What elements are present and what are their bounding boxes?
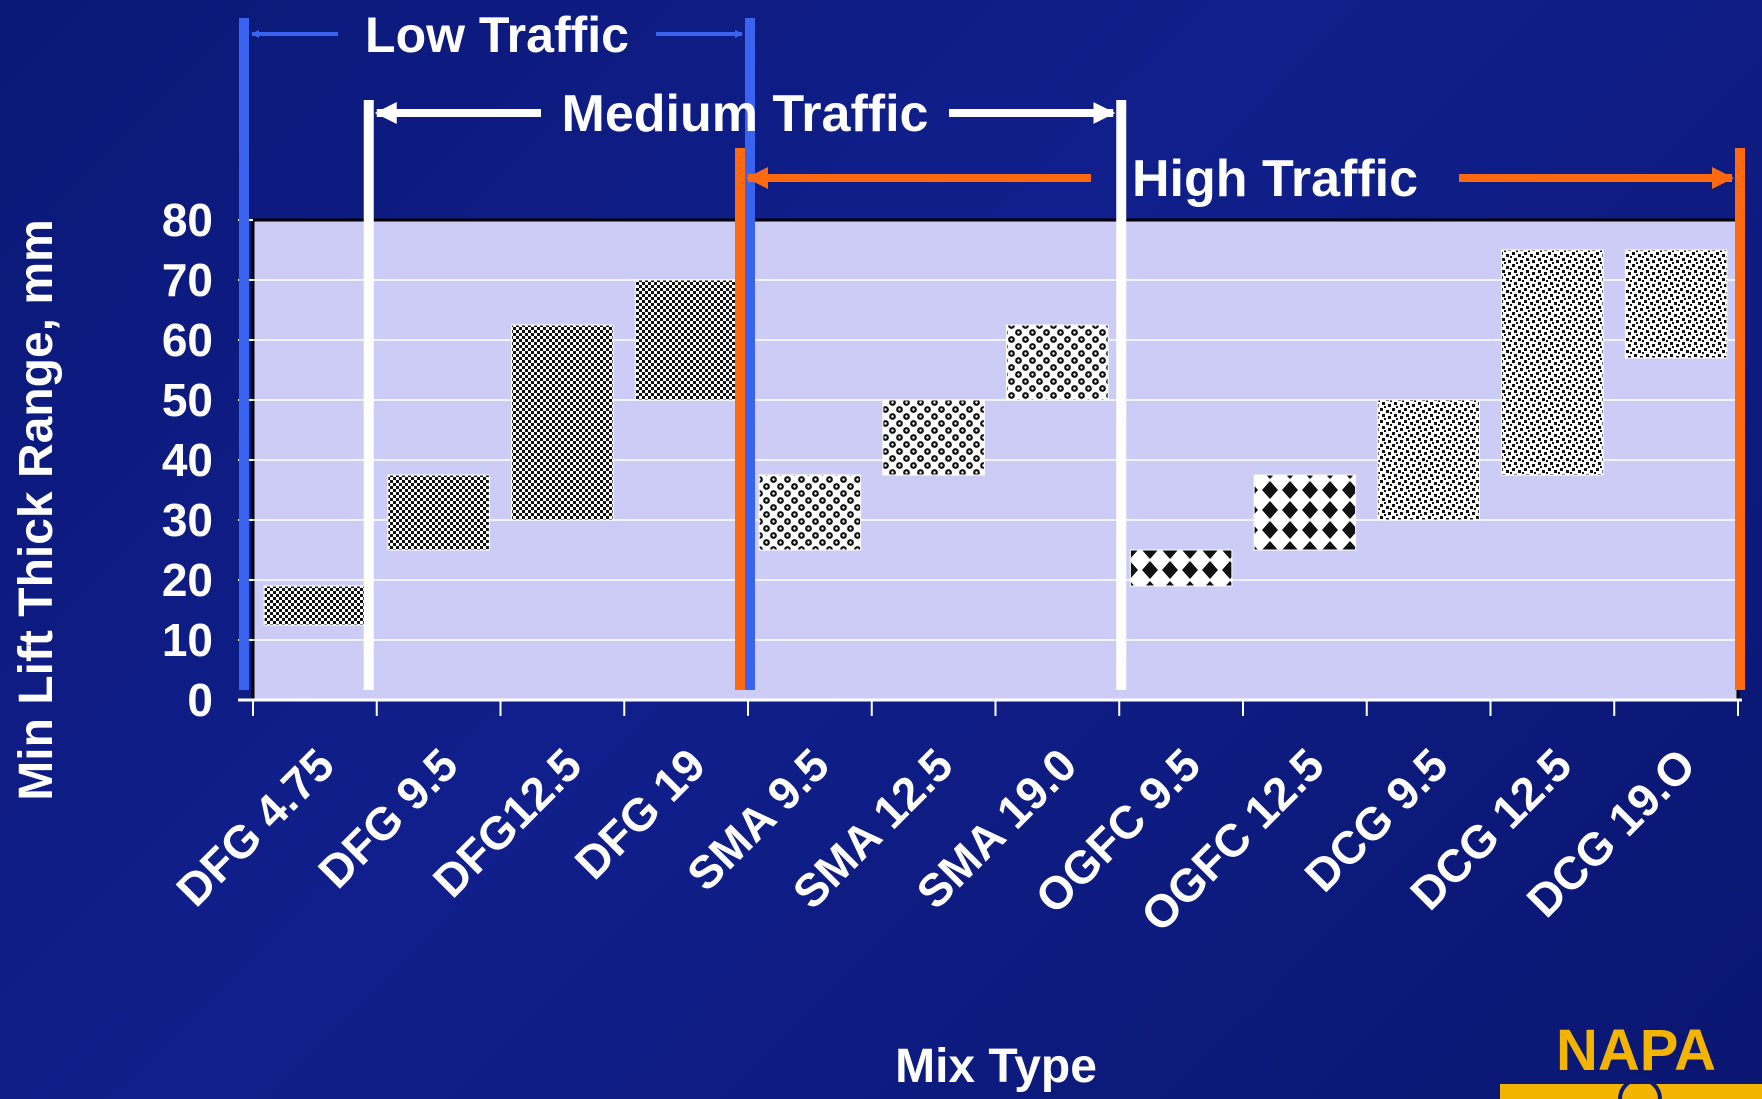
range-bar <box>1253 474 1357 551</box>
traffic-band-edge <box>239 18 249 690</box>
napa-logo: NAPA <box>1500 1018 1762 1099</box>
range-bar <box>511 324 614 521</box>
y-tick-label: 50 <box>162 374 213 426</box>
traffic-band-edge <box>1116 100 1127 690</box>
y-tick-label: 0 <box>187 674 213 726</box>
traffic-band-label: Medium Traffic <box>562 85 929 143</box>
x-tick-label: DFG 4.75 <box>166 738 344 916</box>
y-tick-label: 20 <box>162 554 213 606</box>
napa-logo-globe <box>1618 1077 1662 1099</box>
range-bar <box>1129 549 1233 587</box>
range-bar <box>263 585 367 626</box>
y-tick-label: 80 <box>162 194 213 246</box>
traffic-band-edge <box>745 18 755 690</box>
range-bar <box>1006 324 1109 401</box>
napa-logo-bar <box>1500 1084 1762 1099</box>
y-tick-label: 60 <box>162 314 213 366</box>
range-bar <box>758 474 862 551</box>
y-tick-label: 70 <box>162 254 213 306</box>
gridlines <box>253 279 1738 641</box>
traffic-band-label: High Traffic <box>1132 150 1418 208</box>
x-axis-title: Mix Type <box>895 1040 1097 1093</box>
napa-logo-text: NAPA <box>1556 1018 1716 1083</box>
range-bar <box>387 474 490 551</box>
y-axis-ticks: 0 10 20 30 40 50 60 70 80 <box>162 194 253 726</box>
traffic-band-edge <box>363 100 374 690</box>
traffic-band-edge <box>735 148 745 690</box>
range-bars <box>263 249 1728 626</box>
traffic-bands: Low Traffic Medium Traffic High Traffic <box>239 7 1745 690</box>
traffic-band-label: Low Traffic <box>365 7 629 63</box>
y-tick-label: 40 <box>162 434 213 486</box>
range-bar <box>882 399 985 476</box>
traffic-band-edge <box>1735 148 1745 690</box>
range-bar <box>1501 249 1604 476</box>
y-tick-label: 30 <box>162 494 213 546</box>
y-tick-label: 10 <box>162 614 213 666</box>
range-bar <box>1624 249 1728 359</box>
y-axis-title: Min Lift Thick Range, mm <box>10 219 63 800</box>
range-bar <box>634 279 738 401</box>
range-bar <box>1377 399 1480 521</box>
